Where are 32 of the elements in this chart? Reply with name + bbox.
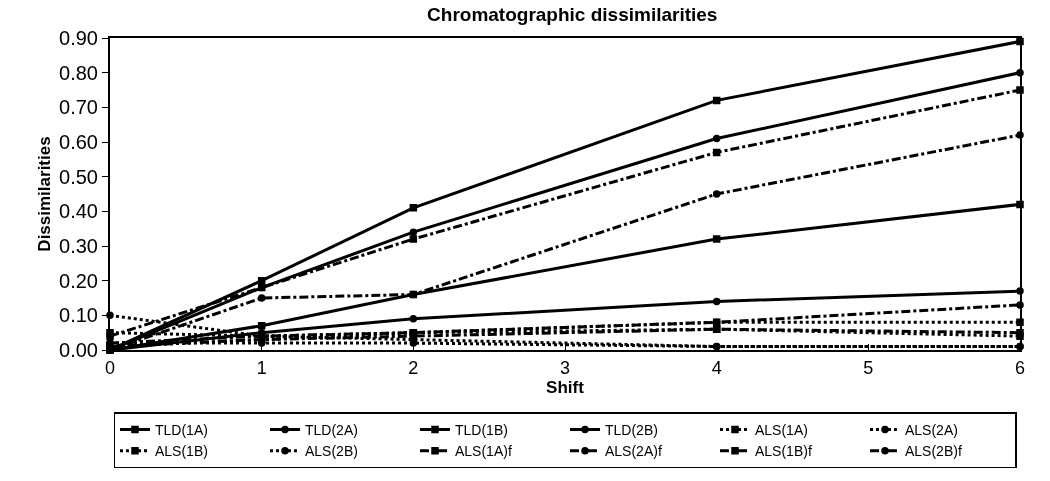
legend-label: TLD(1B): [455, 421, 508, 438]
x-tick-label: 3: [559, 357, 571, 378]
chart-title: Chromatographic dissimilarities: [427, 3, 718, 25]
y-axis-title: Dissimilarities: [35, 136, 55, 252]
x-tick-label: 1: [256, 357, 267, 378]
y-tick-label: 0.10: [59, 304, 98, 327]
legend-label: ALS(2A): [905, 421, 958, 438]
legend-label: ALS(1A)f: [455, 443, 512, 460]
y-tick-label: 0.80: [59, 61, 98, 84]
y-tick-label: 0.70: [59, 96, 98, 119]
y-tick-label: 0.40: [59, 200, 98, 223]
y-tick-label: 0.00: [59, 339, 98, 361]
legend-label: ALS(1B): [155, 443, 208, 460]
x-axis-title: Shift: [546, 377, 585, 397]
legend-label: ALS(2A)f: [605, 443, 662, 460]
x-tick-label: 6: [1014, 357, 1026, 378]
x-tick-label: 2: [408, 357, 419, 378]
x-tick-label: 5: [863, 357, 874, 378]
y-tick-label: 0.90: [59, 27, 98, 49]
legend-label: ALS(2B)f: [905, 443, 962, 460]
y-tick-label: 0.30: [59, 235, 98, 257]
y-tick-label: 0.20: [59, 269, 98, 292]
y-tick-label: 0.50: [59, 165, 98, 188]
legend-label: TLD(2B): [605, 421, 658, 438]
legend-label: TLD(2A): [305, 421, 358, 438]
x-tick-label: 4: [711, 357, 722, 378]
legend-label: ALS(2B): [305, 443, 358, 460]
legend-label: TLD(1A): [155, 421, 208, 438]
legend-label: ALS(1A): [755, 421, 808, 438]
x-tick-label: 0: [104, 357, 116, 378]
legend-label: ALS(1B)f: [755, 443, 812, 460]
y-tick-label: 0.60: [59, 131, 98, 153]
